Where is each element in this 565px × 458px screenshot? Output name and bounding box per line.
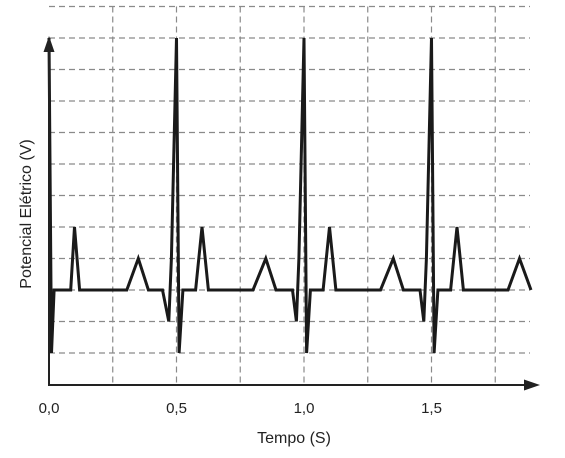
x-axis-label: Tempo (S) — [257, 430, 331, 447]
y-axis-arrow — [43, 36, 55, 52]
axes — [43, 36, 540, 391]
x-tick-label: 1,5 — [421, 400, 442, 417]
x-tick-label: 1,0 — [294, 400, 315, 417]
grid — [49, 5, 530, 385]
data-line — [47, 37, 533, 354]
x-axis-arrow — [524, 379, 540, 391]
y-axis-label: Potencial Elétrico (V) — [18, 139, 35, 288]
x-tick-labels: 0,0 0,5 1,0 1,5 — [39, 400, 442, 417]
x-tick-label: 0,0 — [39, 400, 60, 417]
x-tick-label: 0,5 — [166, 400, 187, 417]
